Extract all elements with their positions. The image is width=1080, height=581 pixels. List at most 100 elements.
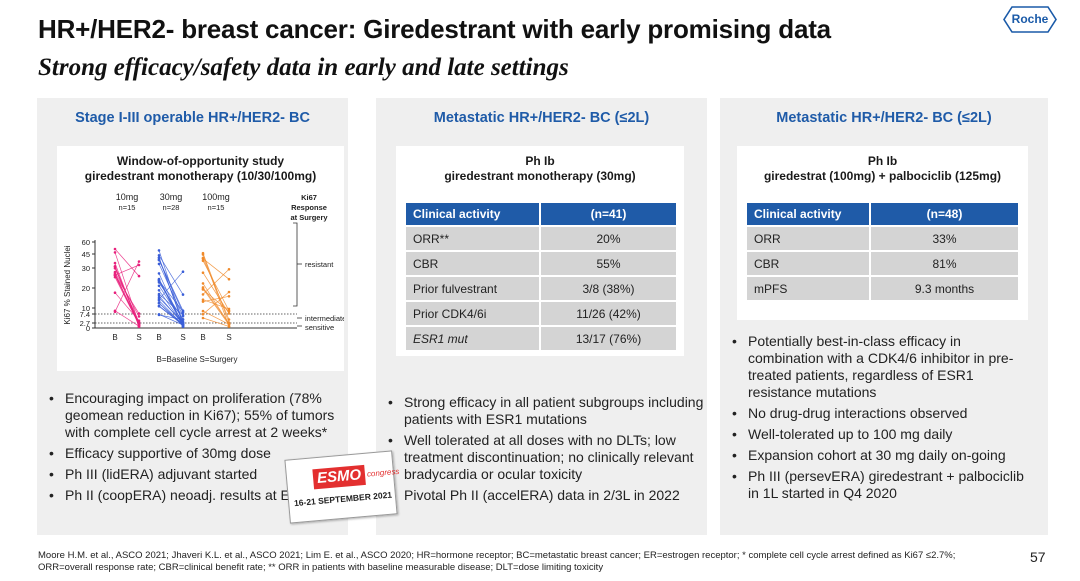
y-tick-label: 2.7 xyxy=(80,319,90,328)
data-point xyxy=(227,290,231,294)
study-box-title: Ph Ib giredestrant monotherapy (30mg) xyxy=(396,154,684,184)
bullet-item: Strong efficacy in all patient subgroups… xyxy=(386,394,704,428)
esmo-logo: ESMO xyxy=(312,464,366,490)
x-tick-label: S xyxy=(136,333,141,342)
data-line xyxy=(114,274,140,324)
table-cell: ESR1 mut xyxy=(406,327,541,350)
data-point xyxy=(113,265,117,268)
data-line xyxy=(114,264,140,276)
data-point xyxy=(201,288,205,291)
table-header-row: Clinical activity (n=48) xyxy=(747,203,1018,225)
data-point xyxy=(157,279,161,282)
table-row: ESR1 mut 13/17 (76%) xyxy=(406,327,676,350)
data-point xyxy=(201,293,205,296)
table-cell: ORR** xyxy=(406,227,541,250)
data-point xyxy=(201,298,205,301)
table-header-cell: (n=41) xyxy=(541,203,676,225)
data-point xyxy=(227,310,231,313)
panel1-bullets: Encouraging impact on proliferation (78%… xyxy=(47,390,347,508)
data-line xyxy=(202,288,230,326)
data-point xyxy=(181,318,185,321)
data-point xyxy=(201,259,205,262)
bullet-item: Pivotal Ph II (accelERA) data in 2/3L in… xyxy=(386,487,704,504)
resistant-bracket xyxy=(293,222,298,307)
table-cell: 13/17 (76%) xyxy=(541,327,676,350)
study-box: Ph Ib giredestrat (100mg) + palbociclib … xyxy=(737,146,1028,320)
esmo-congress-badge: ESMO congress 16-21 SEPTEMBER 2021 xyxy=(284,450,400,524)
table-row: Prior CDK4/6i 11/26 (42%) xyxy=(406,302,676,325)
data-line xyxy=(158,282,184,320)
data-point xyxy=(201,282,205,285)
bullet-item: Well tolerated at all doses with no DLTs… xyxy=(386,432,704,483)
x-legend: B=Baseline S=Surgery xyxy=(157,355,238,364)
data-point xyxy=(157,256,161,260)
data-point xyxy=(201,256,205,260)
data-point xyxy=(157,254,161,257)
ki67-chart: 02.77.410 20 30 45 60 Ki67 % Stained Nuclei 10… xyxy=(63,192,344,364)
page-number: 57 xyxy=(1030,549,1046,565)
table-row: ORR 33% xyxy=(747,227,1018,250)
data-point xyxy=(157,262,161,266)
response-label: intermediate xyxy=(305,314,344,323)
table-header-row: Clinical activity (n=41) xyxy=(406,203,676,225)
table-cell: 55% xyxy=(541,252,676,275)
bullet-item: Expansion cohort at 30 mg daily on-going xyxy=(730,447,1030,464)
study-regimen: giredestrant monotherapy (30mg) xyxy=(444,169,636,183)
panel-title: Metastatic HR+/HER2- BC (≤2L) xyxy=(776,110,992,126)
data-point xyxy=(137,274,141,278)
data-point xyxy=(201,251,205,255)
data-point xyxy=(181,270,185,273)
data-line xyxy=(202,310,230,325)
bullet-item: Ph III (persevERA) giredestrant + palboc… xyxy=(730,468,1030,502)
study-title-line1: Window-of-opportunity study xyxy=(116,154,285,168)
x-tick-label: B xyxy=(112,333,117,342)
data-line xyxy=(202,272,230,314)
page-title: HR+/HER2- breast cancer: Giredestrant wi… xyxy=(38,14,831,44)
data-point xyxy=(157,305,161,308)
data-point xyxy=(181,314,185,318)
data-point xyxy=(227,295,231,298)
y-tick-label: 10 xyxy=(82,304,90,313)
data-point xyxy=(157,292,161,296)
bullet-item: Ph III (lidERA) adjuvant started xyxy=(47,466,347,483)
clinical-activity-table: Clinical activity (n=48) ORR 33% CBR 81% m… xyxy=(747,201,1018,302)
data-point xyxy=(227,268,231,271)
data-line xyxy=(114,252,140,325)
data-line xyxy=(202,289,230,312)
study-phase: Ph Ib xyxy=(867,154,898,168)
table-header-cell: (n=48) xyxy=(871,203,1018,225)
data-line xyxy=(114,292,140,321)
data-line xyxy=(158,257,184,324)
roche-logo: Roche xyxy=(1003,6,1057,33)
data-point xyxy=(113,309,117,313)
data-point xyxy=(157,301,161,305)
data-point xyxy=(137,263,141,267)
bullet-item: Well-tolerated up to 100 mg daily xyxy=(730,426,1030,443)
table-row: CBR 55% xyxy=(406,252,676,275)
table-cell: CBR xyxy=(747,252,871,275)
data-line xyxy=(202,283,230,325)
n-label: n=28 xyxy=(163,203,180,212)
data-point xyxy=(157,313,161,316)
data-line xyxy=(114,248,140,277)
data-point xyxy=(201,309,205,313)
data-point xyxy=(201,316,205,320)
data-line xyxy=(202,291,230,315)
panel-title: Metastatic HR+/HER2- BC (≤2L) xyxy=(433,110,650,126)
data-line xyxy=(202,254,230,327)
panel2-bullets: Strong efficacy in all patient subgroups… xyxy=(386,394,704,508)
ki67-chart-box: Window-of-opportunity study giredestrant… xyxy=(57,146,344,371)
table-cell: 33% xyxy=(871,227,1018,250)
bullet-item: Efficacy supportive of 30mg dose xyxy=(47,445,347,462)
dose-label: 100mg xyxy=(202,192,230,202)
data-point xyxy=(137,312,141,315)
data-point xyxy=(157,249,161,252)
table-row: ORR** 20% xyxy=(406,227,676,250)
dose-label: 10mg xyxy=(116,192,139,202)
study-box-title: Ph Ib giredestrat (100mg) + palbociclib … xyxy=(737,154,1028,184)
esmo-dates: 16-21 SEPTEMBER 2021 xyxy=(293,489,393,509)
table-cell: 9.3 months xyxy=(871,277,1018,300)
page-subtitle: Strong efficacy/safety data in early and… xyxy=(38,54,569,81)
table-header-cell: Clinical activity xyxy=(406,203,541,225)
study-title: Window-of-opportunity study giredestrant… xyxy=(57,154,344,184)
